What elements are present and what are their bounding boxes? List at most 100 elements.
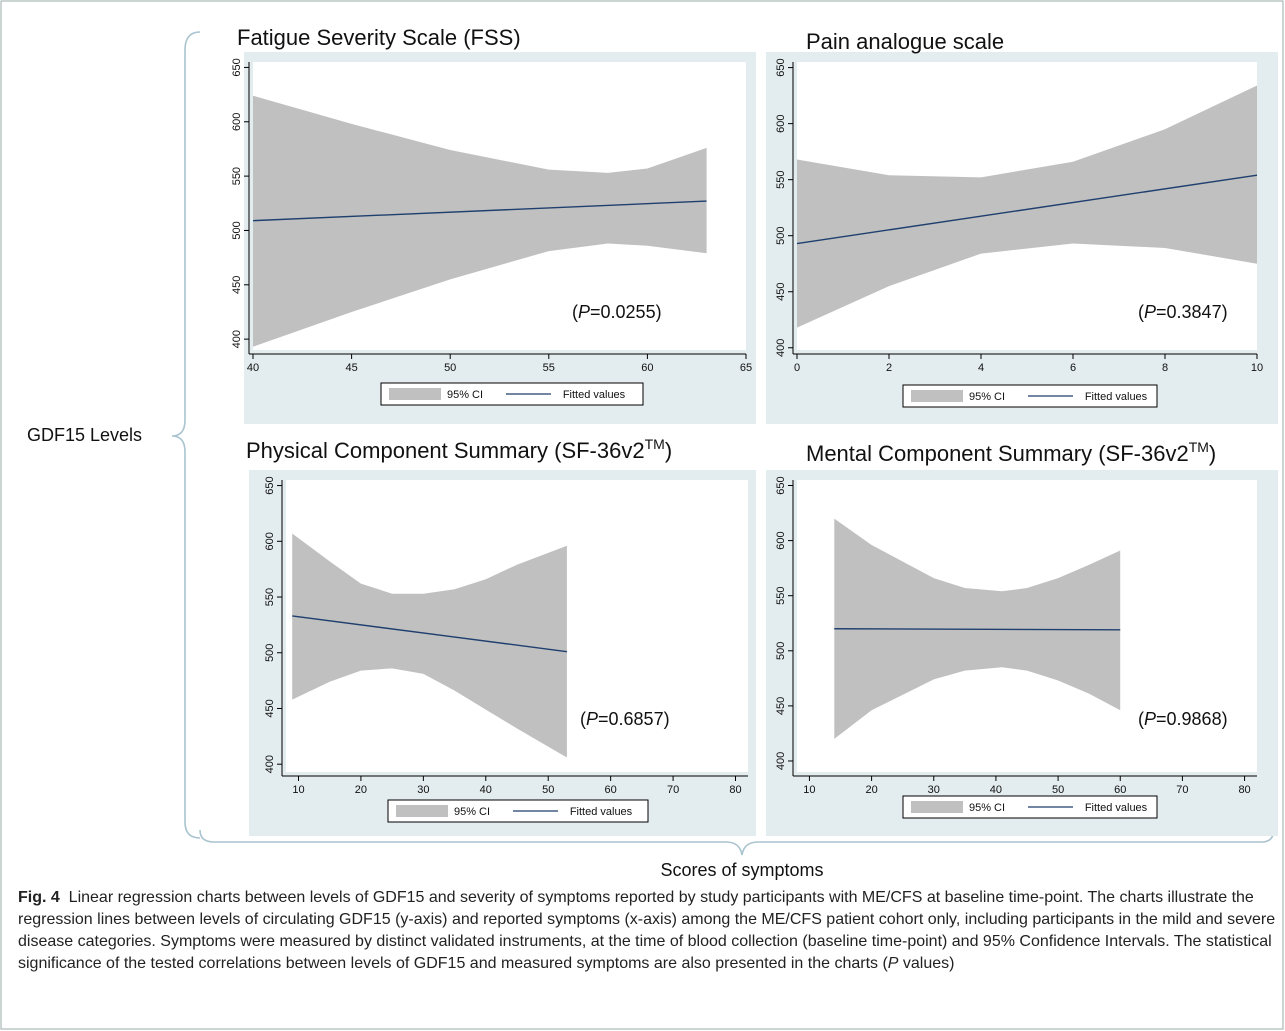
x-tick-label: 20 bbox=[355, 784, 367, 796]
x-tick-label: 8 bbox=[1162, 362, 1168, 374]
p-value-number: =0.6857) bbox=[598, 709, 670, 729]
chart-legend: 95% CI Fitted values bbox=[902, 795, 1158, 819]
x-tick-label: 4 bbox=[978, 362, 984, 374]
caption-label: Fig. 4 bbox=[18, 889, 60, 906]
legend-ci-swatch bbox=[389, 388, 441, 400]
p-value-symbol: P bbox=[586, 709, 598, 729]
y-tick-label: 650 bbox=[775, 58, 787, 76]
x-tick-label: 40 bbox=[990, 784, 1002, 796]
y-tick-label: 550 bbox=[775, 170, 787, 188]
caption-text-2: values) bbox=[898, 955, 955, 972]
y-tick-label: 450 bbox=[264, 699, 276, 717]
p-value-label: (P=0.0255) bbox=[572, 302, 662, 322]
y-tick-label: 550 bbox=[231, 167, 243, 185]
y-tick-label: 500 bbox=[775, 227, 787, 245]
chart-legend: 95% CI Fitted values bbox=[387, 799, 649, 823]
chart-legend: 95% CI Fitted values bbox=[380, 382, 644, 406]
chart-title-end: ) bbox=[665, 438, 672, 463]
p-value-open: ( bbox=[572, 302, 578, 322]
x-tick-label: 30 bbox=[928, 784, 940, 796]
x-tick-label: 6 bbox=[1070, 362, 1076, 374]
y-tick-label: 650 bbox=[231, 58, 243, 76]
x-tick-label: 10 bbox=[803, 784, 815, 796]
p-value-open: ( bbox=[1138, 709, 1144, 729]
y-tick-label: 600 bbox=[231, 113, 243, 131]
x-tick-label: 65 bbox=[740, 362, 752, 374]
x-tick-label: 70 bbox=[1176, 784, 1188, 796]
x-group-brace bbox=[199, 827, 1275, 856]
p-value-number: =0.3847) bbox=[1156, 302, 1228, 322]
chart-title-main: Fatigue Severity Scale (FSS) bbox=[237, 25, 521, 50]
x-tick-label: 70 bbox=[667, 784, 679, 796]
y-tick-label: 450 bbox=[231, 276, 243, 294]
p-value-label: (P=0.9868) bbox=[1138, 709, 1228, 729]
y-tick-label: 500 bbox=[775, 642, 787, 660]
y-tick-label: 550 bbox=[775, 587, 787, 605]
x-tick-label: 0 bbox=[794, 362, 800, 374]
y-tick-label: 450 bbox=[775, 283, 787, 301]
x-tick-label: 10 bbox=[292, 784, 304, 796]
x-tick-label: 20 bbox=[865, 784, 877, 796]
legend-fit-label: Fitted values bbox=[1085, 391, 1148, 403]
y-tick-label: 600 bbox=[775, 114, 787, 132]
y-tick-label: 450 bbox=[775, 697, 787, 715]
y-tick-label: 500 bbox=[264, 644, 276, 662]
x-tick-label: 40 bbox=[247, 362, 259, 374]
x-tick-label: 55 bbox=[543, 362, 555, 374]
chart-title-main: Physical Component Summary (SF-36v2 bbox=[246, 438, 645, 463]
y-tick-label: 400 bbox=[775, 752, 787, 770]
figure-caption: Fig. 4 Linear regression charts between … bbox=[18, 887, 1280, 975]
y-tick-label: 400 bbox=[775, 339, 787, 357]
chart-1: Fatigue Severity Scale (FSS) 400 450 500 550… bbox=[231, 25, 756, 424]
legend-ci-swatch bbox=[911, 390, 963, 402]
x-tick-label: 60 bbox=[641, 362, 653, 374]
p-value-symbol: P bbox=[1144, 709, 1156, 729]
x-tick-label: 30 bbox=[417, 784, 429, 796]
y-tick-label: 550 bbox=[264, 588, 276, 606]
chart-title-main: Mental Component Summary (SF-36v2 bbox=[806, 441, 1189, 466]
x-tick-label: 60 bbox=[1114, 784, 1126, 796]
fitted-line bbox=[252, 200, 707, 222]
legend-ci-label: 95% CI bbox=[447, 389, 483, 401]
p-value-open: ( bbox=[1138, 302, 1144, 322]
p-value-open: ( bbox=[580, 709, 586, 729]
chart-title-main: Pain analogue scale bbox=[806, 29, 1004, 54]
p-value-label: (P=0.3847) bbox=[1138, 302, 1228, 322]
x-tick-label: 2 bbox=[886, 362, 892, 374]
y-tick-label: 500 bbox=[231, 221, 243, 239]
p-value-symbol: P bbox=[1144, 302, 1156, 322]
p-value-symbol: P bbox=[578, 302, 590, 322]
legend-fit-label: Fitted values bbox=[1085, 802, 1148, 814]
fitted-line bbox=[834, 628, 1121, 631]
p-value-number: =0.0255) bbox=[590, 302, 662, 322]
chart-4: Mental Component Summary (SF-36v2TM) 400 4… bbox=[766, 439, 1278, 836]
chart-title-superscript: TM bbox=[645, 436, 665, 452]
legend-ci-label: 95% CI bbox=[969, 391, 1005, 403]
legend-fit-label: Fitted values bbox=[570, 806, 633, 818]
x-tick-label: 80 bbox=[1238, 784, 1250, 796]
ci-band bbox=[292, 533, 567, 758]
y-tick-label: 650 bbox=[264, 476, 276, 494]
y-tick-label: 650 bbox=[775, 476, 787, 494]
ci-band bbox=[797, 85, 1257, 328]
chart-title: Pain analogue scale bbox=[806, 29, 1004, 54]
x-tick-label: 50 bbox=[542, 784, 554, 796]
legend-ci-swatch bbox=[396, 805, 448, 817]
x-tick-label: 50 bbox=[444, 362, 456, 374]
y-tick-label: 400 bbox=[231, 330, 243, 348]
legend-fit-label: Fitted values bbox=[563, 389, 626, 401]
chart-legend: 95% CI Fitted values bbox=[902, 384, 1158, 408]
y-tick-label: 600 bbox=[775, 531, 787, 549]
x-tick-label: 80 bbox=[729, 784, 741, 796]
legend-ci-swatch bbox=[911, 801, 963, 813]
p-value-label: (P=0.6857) bbox=[580, 709, 670, 729]
fitted-line bbox=[292, 615, 568, 653]
charts-group: Fatigue Severity Scale (FSS)400450500550… bbox=[231, 25, 1278, 836]
x-tick-label: 40 bbox=[480, 784, 492, 796]
chart-3: Physical Component Summary (SF-36v2TM) 40… bbox=[246, 436, 756, 836]
y-group-label: GDF15 Levels bbox=[27, 425, 142, 445]
caption-text-1: Linear regression charts between levels … bbox=[18, 889, 1276, 972]
x-tick-label: 60 bbox=[605, 784, 617, 796]
